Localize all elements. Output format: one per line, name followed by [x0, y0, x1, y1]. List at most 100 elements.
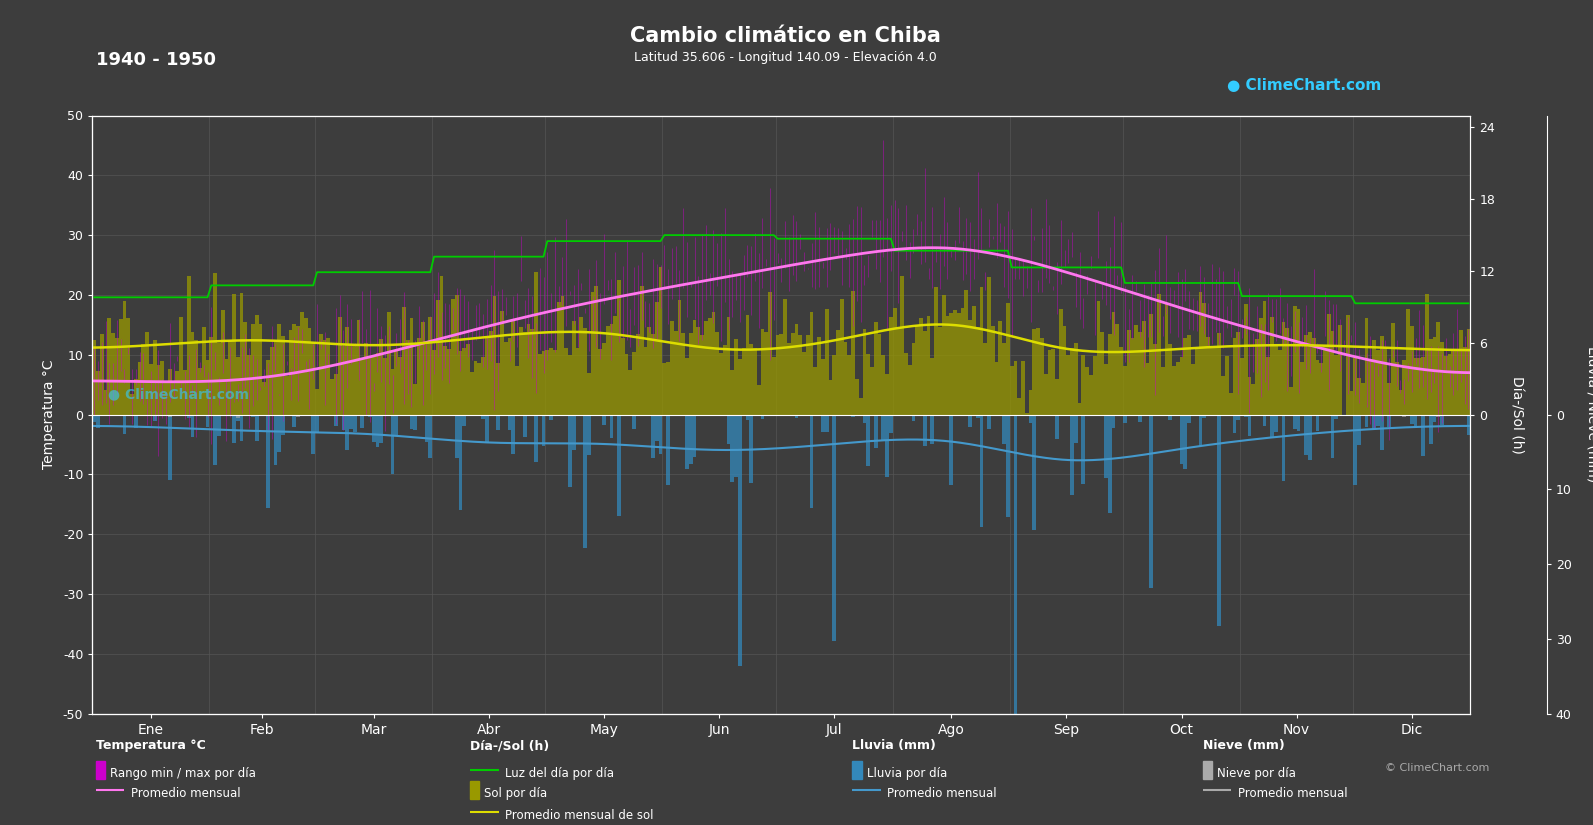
Bar: [1187, 414, 1192, 423]
Bar: [768, 292, 773, 414]
Bar: [1126, 330, 1131, 414]
Bar: [586, 414, 591, 455]
Bar: [674, 331, 677, 414]
Bar: [134, 414, 137, 428]
Bar: [1180, 414, 1184, 464]
Text: Promedio mensual de sol: Promedio mensual de sol: [505, 808, 653, 822]
Text: 1940 - 1950: 1940 - 1950: [96, 51, 215, 69]
Bar: [616, 280, 621, 414]
Bar: [712, 313, 715, 414]
Bar: [1443, 356, 1448, 414]
Bar: [632, 352, 636, 414]
Bar: [999, 322, 1002, 414]
Bar: [1093, 356, 1096, 414]
Bar: [1180, 357, 1184, 414]
Bar: [624, 354, 629, 414]
Bar: [527, 324, 530, 414]
Bar: [652, 333, 655, 414]
Bar: [401, 307, 406, 414]
Bar: [553, 350, 556, 414]
Bar: [341, 414, 346, 416]
Bar: [550, 348, 553, 414]
Bar: [1286, 328, 1289, 414]
Bar: [749, 344, 753, 414]
Bar: [191, 414, 194, 436]
Bar: [484, 414, 489, 442]
Bar: [1134, 325, 1137, 414]
Bar: [1380, 337, 1383, 414]
Bar: [784, 299, 787, 414]
Bar: [983, 342, 988, 414]
Bar: [191, 332, 194, 414]
Bar: [746, 414, 749, 421]
Bar: [511, 319, 515, 414]
Bar: [153, 340, 156, 414]
Bar: [900, 276, 905, 414]
Bar: [1112, 312, 1115, 414]
Bar: [779, 334, 784, 414]
Bar: [1357, 414, 1360, 445]
Bar: [346, 328, 349, 414]
Bar: [961, 308, 964, 414]
Bar: [175, 371, 180, 414]
Bar: [875, 414, 878, 449]
Bar: [1082, 356, 1085, 414]
Bar: [194, 341, 198, 414]
Bar: [851, 291, 855, 414]
Bar: [1437, 322, 1440, 414]
Bar: [881, 356, 886, 414]
Bar: [1300, 361, 1305, 414]
Bar: [591, 293, 594, 414]
Bar: [916, 326, 919, 414]
Bar: [1372, 414, 1376, 430]
Bar: [726, 414, 731, 444]
Bar: [658, 266, 663, 414]
Bar: [685, 358, 688, 414]
Bar: [1467, 329, 1470, 414]
Bar: [1198, 414, 1203, 446]
Bar: [629, 370, 632, 414]
Bar: [1349, 391, 1354, 414]
Bar: [293, 324, 296, 414]
Bar: [862, 329, 867, 414]
Bar: [1335, 355, 1338, 414]
Text: Nieve (mm): Nieve (mm): [1203, 739, 1284, 752]
Bar: [1035, 328, 1040, 414]
Bar: [244, 322, 247, 414]
Bar: [484, 337, 489, 414]
Bar: [156, 365, 161, 414]
Bar: [1002, 414, 1007, 444]
Bar: [840, 299, 844, 414]
Bar: [315, 414, 319, 431]
Bar: [602, 343, 605, 414]
Text: Sol por día: Sol por día: [484, 787, 548, 800]
Bar: [255, 414, 258, 441]
Bar: [1456, 350, 1459, 414]
Bar: [365, 342, 368, 414]
Bar: [274, 414, 277, 465]
Bar: [1217, 332, 1222, 414]
Bar: [1168, 343, 1172, 414]
Bar: [677, 300, 682, 414]
Bar: [1161, 367, 1164, 414]
Bar: [1082, 414, 1085, 484]
Bar: [644, 346, 647, 414]
Bar: [765, 332, 768, 414]
Bar: [409, 318, 413, 414]
Bar: [371, 356, 376, 414]
Bar: [335, 374, 338, 414]
Bar: [969, 319, 972, 414]
Bar: [988, 277, 991, 414]
Bar: [161, 361, 164, 414]
Bar: [395, 414, 398, 436]
Bar: [1294, 414, 1297, 429]
Bar: [878, 334, 881, 414]
Bar: [1055, 380, 1059, 414]
Bar: [949, 313, 953, 414]
Bar: [1222, 375, 1225, 414]
Bar: [167, 414, 172, 480]
Bar: [1413, 414, 1418, 427]
Bar: [1104, 364, 1107, 414]
Bar: [886, 414, 889, 477]
Bar: [1142, 321, 1145, 414]
